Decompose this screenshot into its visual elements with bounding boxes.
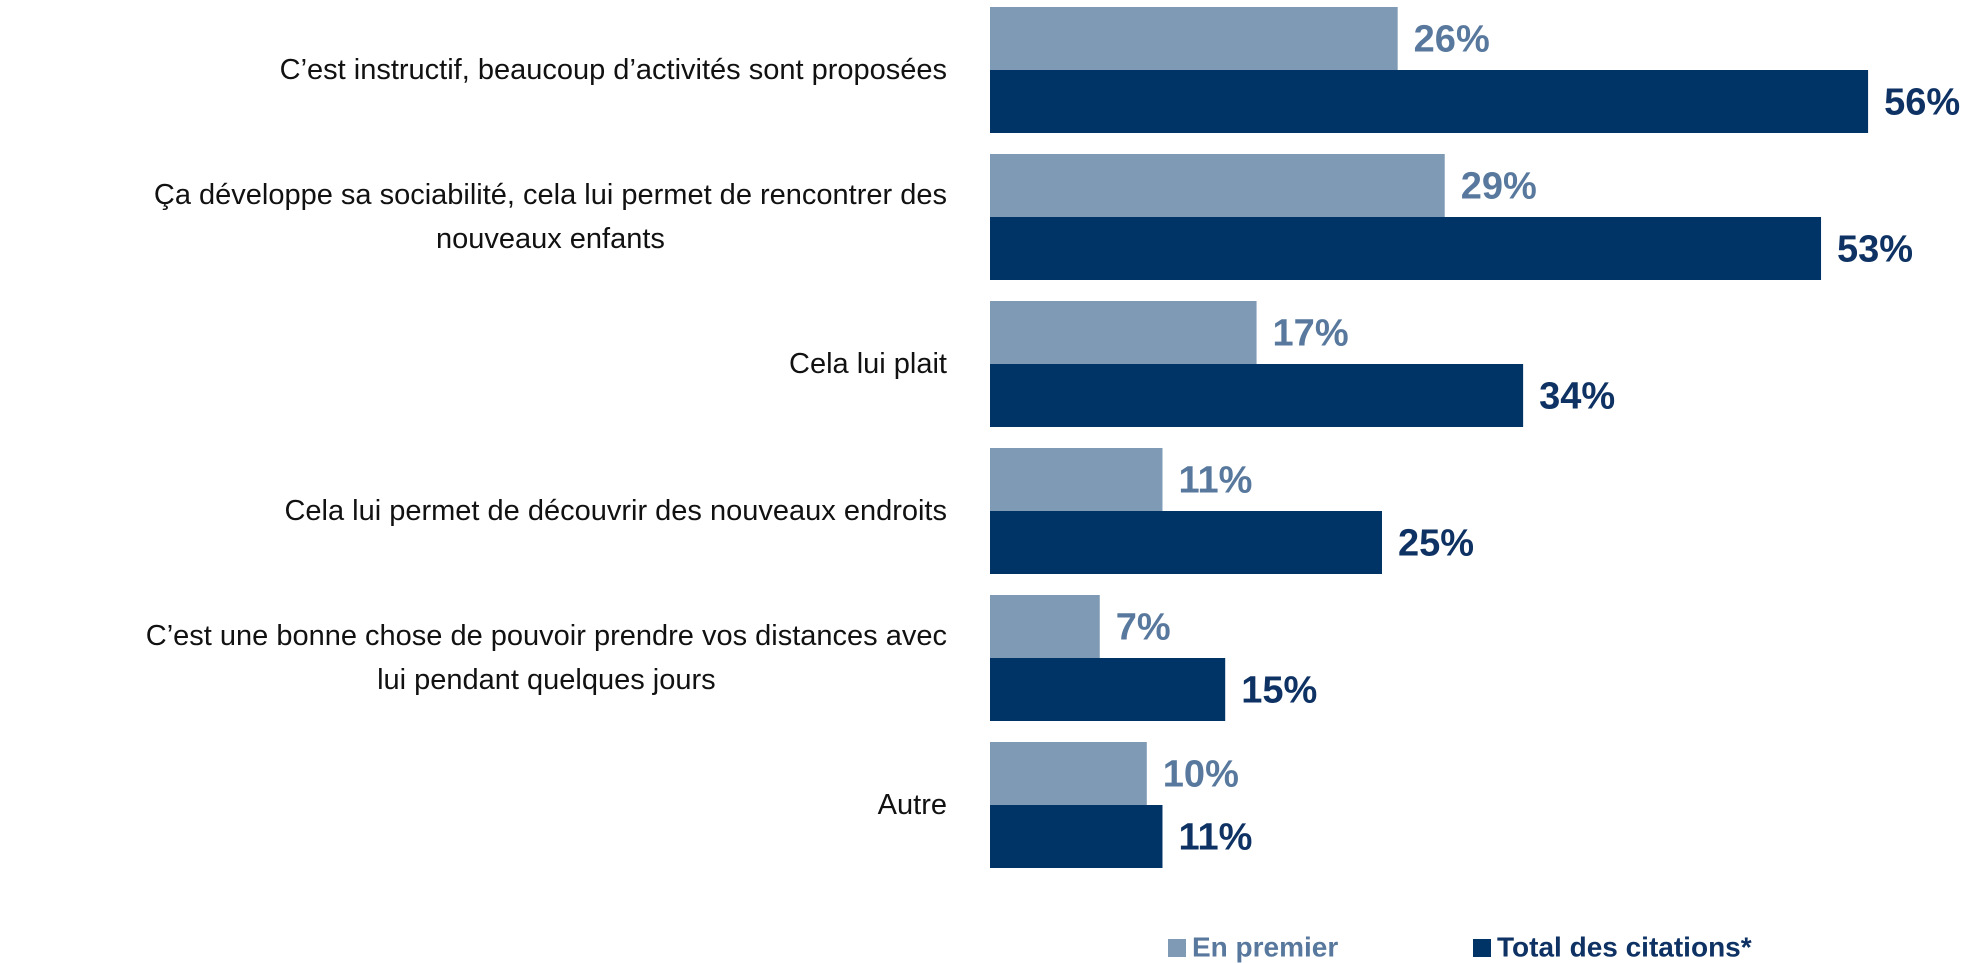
- bar: [990, 448, 1163, 511]
- bar: [990, 7, 1398, 70]
- bar: [990, 217, 1822, 280]
- value-label: 25%: [1398, 523, 1474, 565]
- value-label: 29%: [1461, 166, 1537, 208]
- value-label: 26%: [1414, 19, 1490, 61]
- bar: [990, 658, 1226, 721]
- category-label: Ça développe sa sociabilité, cela lui pe…: [0, 173, 947, 261]
- category-text: C’est instructif, beaucoup d’activités s…: [279, 54, 947, 86]
- legend-label: En premier: [1192, 931, 1338, 962]
- bar: [990, 805, 1163, 868]
- bar: [990, 70, 1869, 133]
- bar: [990, 301, 1257, 364]
- value-label: 7%: [1116, 607, 1171, 649]
- value-label: 15%: [1241, 670, 1317, 712]
- category-text: Ça développe sa sociabilité, cela lui pe…: [153, 179, 947, 255]
- value-label: 11%: [1178, 460, 1252, 502]
- category-text: Autre: [877, 789, 947, 821]
- category-label: Cela lui plait: [0, 342, 947, 386]
- category-label: Cela lui permet de découvrir des nouveau…: [0, 489, 947, 533]
- category-text: Cela lui permet de découvrir des nouveau…: [284, 495, 947, 527]
- value-label: 34%: [1539, 376, 1615, 418]
- value-label: 53%: [1837, 229, 1913, 271]
- category-label: C’est une bonne chose de pouvoir prendre…: [0, 614, 947, 702]
- value-label: 10%: [1163, 754, 1239, 796]
- bar: [990, 595, 1100, 658]
- category-label: Autre: [0, 783, 947, 827]
- bar: [990, 742, 1147, 805]
- legend-swatch: [1473, 939, 1491, 957]
- value-label: 17%: [1273, 313, 1349, 355]
- legend-swatch: [1168, 939, 1186, 957]
- value-label: 56%: [1884, 82, 1960, 124]
- bar: [990, 364, 1524, 427]
- category-text: Cela lui plait: [789, 348, 947, 380]
- category-label: C’est instructif, beaucoup d’activités s…: [0, 48, 947, 92]
- category-text: C’est une bonne chose de pouvoir prendre…: [145, 620, 947, 696]
- bar: [990, 511, 1382, 574]
- value-label: 11%: [1178, 817, 1252, 859]
- legend-label: Total des citations*: [1497, 931, 1752, 962]
- bar: [990, 154, 1445, 217]
